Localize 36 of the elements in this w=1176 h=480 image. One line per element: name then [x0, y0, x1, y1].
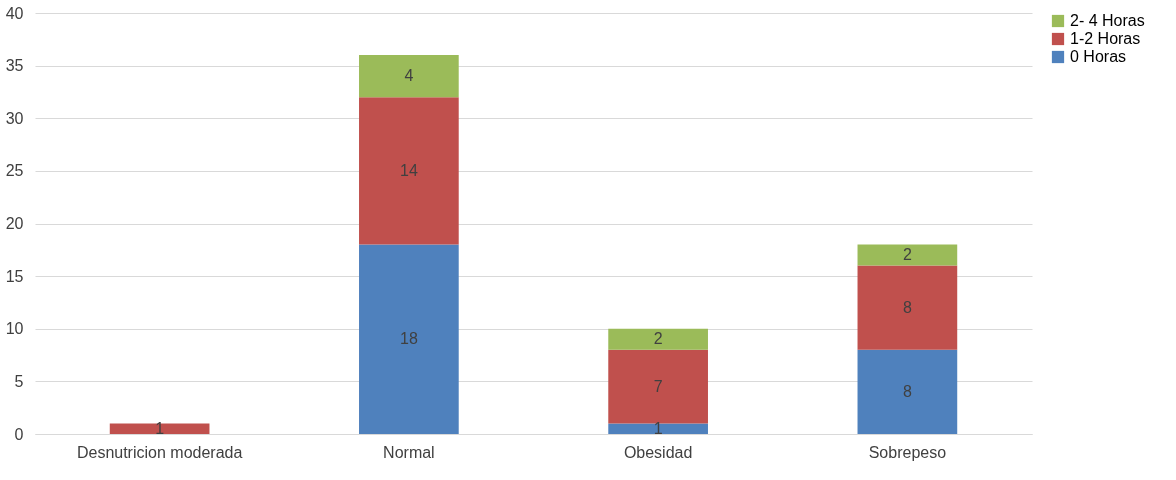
bar — [608, 423, 708, 434]
x-tick-label: Obesidad — [623, 443, 693, 461]
bar — [857, 349, 958, 434]
data-label: 18 — [399, 330, 418, 348]
legend-label: 0 Horas — [1070, 48, 1127, 65]
y-tick-label: 10 — [5, 320, 24, 338]
data-label: 8 — [902, 382, 912, 400]
bar — [359, 97, 459, 245]
legend-label: 2- 4 Horas — [1070, 12, 1145, 29]
y-tick-label: 5 — [14, 372, 24, 390]
data-label: 14 — [399, 161, 418, 179]
x-tick-label: Sobrepeso — [868, 443, 947, 461]
y-tick-label: 25 — [5, 162, 24, 180]
data-label: 4 — [404, 67, 414, 85]
y-tick-label: 0 — [14, 425, 24, 443]
bar — [359, 244, 459, 434]
legend-label: 1-2 Horas — [1070, 30, 1141, 47]
bar — [857, 244, 958, 266]
y-tick-label: 35 — [5, 57, 24, 75]
bar — [109, 423, 210, 434]
data-label: 7 — [653, 377, 663, 395]
bar — [359, 55, 459, 98]
bar — [857, 265, 958, 350]
x-tick-label: Normal — [383, 443, 435, 461]
data-label: 2 — [902, 246, 912, 264]
x-tick-label: Desnutricion moderada — [76, 443, 243, 461]
bar — [608, 328, 708, 350]
y-tick-label: 30 — [5, 109, 24, 127]
data-label: 8 — [902, 298, 912, 316]
data-label: 1 — [155, 419, 165, 437]
data-label: 1 — [653, 419, 663, 437]
y-tick-label: 40 — [5, 4, 24, 22]
bar — [608, 349, 708, 424]
data-label: 2 — [653, 330, 663, 348]
y-tick-label: 20 — [5, 215, 24, 232]
y-tick-label: 15 — [5, 267, 24, 285]
